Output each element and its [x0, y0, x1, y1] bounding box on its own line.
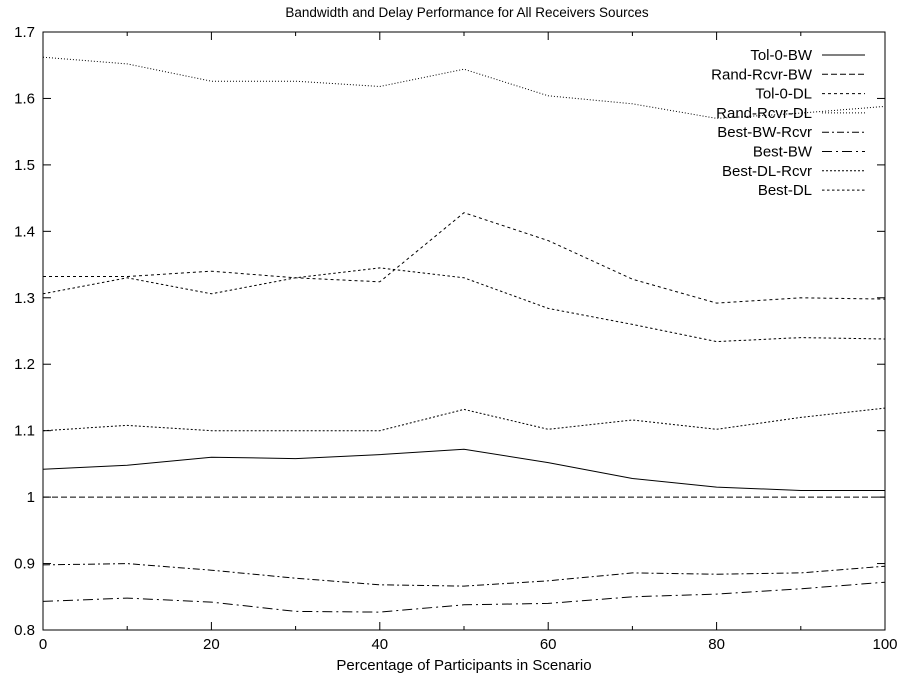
legend-label: Rand-Rcvr-BW	[711, 66, 813, 83]
x-tick-label: 40	[371, 636, 388, 653]
chart-title: Bandwidth and Delay Performance for All …	[285, 5, 648, 20]
axes: 0 20 40 60 80 100 0.8 0.9 1 1.1 1.2 1.3 1.4 1.5 1.6 1.7	[14, 24, 897, 653]
legend-label: Best-DL	[758, 182, 812, 199]
y-tick-label: 1.3	[14, 290, 35, 307]
y-tick-label: 0.9	[14, 556, 35, 573]
y-tick-label: 1.6	[14, 90, 35, 107]
x-tick-label: 60	[540, 636, 557, 653]
y-tick-label: 1.2	[14, 356, 35, 373]
y-tick-label: 1.4	[14, 223, 35, 240]
series-line-2	[43, 212, 886, 304]
y-tick-label: 1	[27, 489, 35, 506]
series-line-4	[42, 563, 886, 587]
y-tick-label: 1.7	[14, 24, 35, 41]
y-tick-label: 0.8	[14, 622, 35, 639]
x-tick-label: 20	[203, 636, 220, 653]
legend-label: Tol-0-DL	[755, 86, 812, 103]
legend-label: Rand-Rcvr-DL	[716, 105, 812, 122]
series-line-3	[42, 56, 886, 119]
y-tick-label: 1.5	[14, 157, 35, 174]
legend: Tol-0-BW Rand-Rcvr-BW Tol-0-DL Rand-Rcvr-DL…	[711, 47, 865, 199]
series-line-5	[42, 581, 886, 613]
x-axis-label: Percentage of Participants in Scenario	[336, 657, 591, 674]
legend-label: Best-DL-Rcvr	[722, 163, 812, 180]
x-tick-label: 0	[39, 636, 47, 653]
series-line-6	[42, 407, 886, 432]
legend-label: Best-BW	[753, 144, 813, 161]
series-layer	[42, 56, 886, 613]
y-tick-label: 1.1	[14, 423, 35, 440]
series-line-0	[42, 448, 885, 491]
x-tick-label: 100	[872, 636, 897, 653]
legend-label: Tol-0-BW	[750, 47, 813, 64]
legend-label: Best-BW-Rcvr	[717, 124, 812, 141]
x-tick-label: 80	[708, 636, 725, 653]
series-line-7	[42, 267, 886, 343]
